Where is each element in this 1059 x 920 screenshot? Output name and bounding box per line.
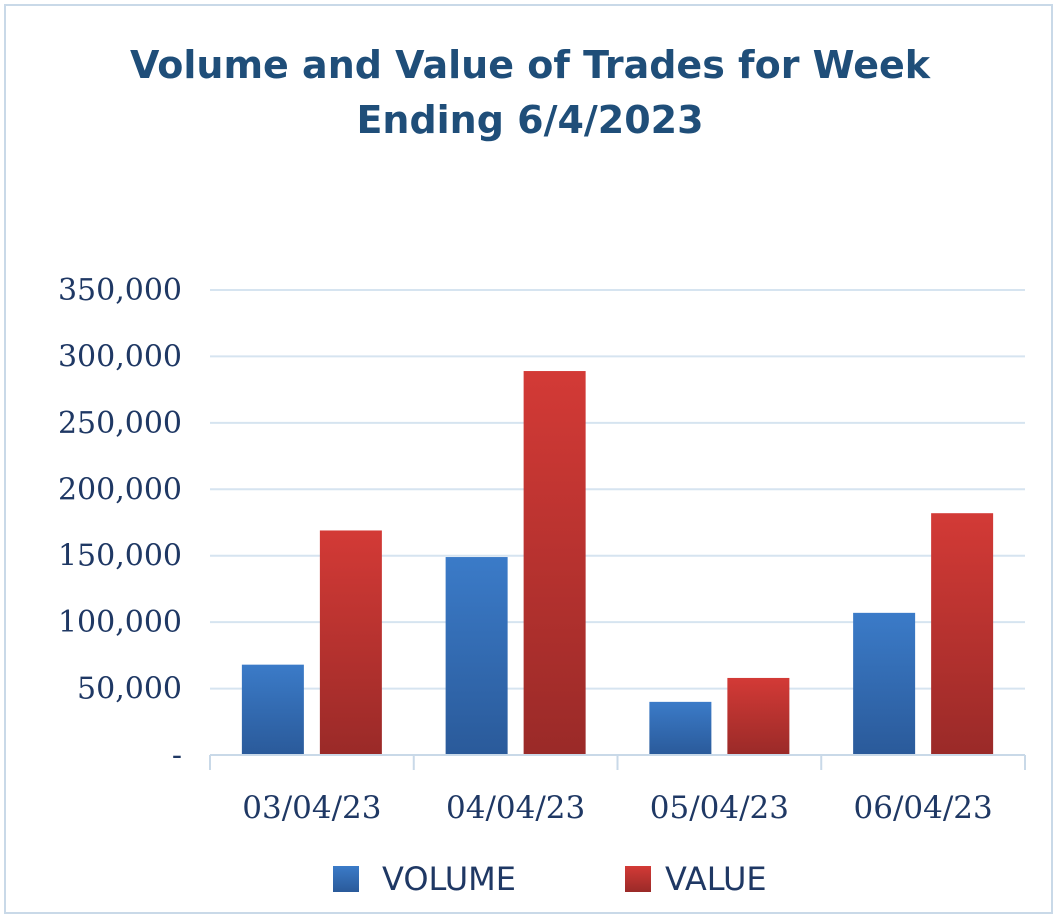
legend-swatch-volume xyxy=(333,866,359,892)
y-tick-label: 100,000 xyxy=(58,605,182,640)
chart-title-line-1: Volume and Value of Trades for Week xyxy=(130,43,931,87)
y-tick-label: 250,000 xyxy=(58,406,182,441)
legend-label-value: VALUE xyxy=(665,860,767,898)
x-category-label: 04/04/23 xyxy=(446,790,585,826)
bar-volume-4 xyxy=(853,612,916,755)
y-tick-label: 50,000 xyxy=(77,672,182,707)
y-tick-label: 150,000 xyxy=(58,539,182,574)
y-axis-ticks: - 50,000 100,000 150,000 200,000 250,000 300,0… xyxy=(58,273,182,773)
x-axis-labels: 03/04/23 04/04/23 05/04/23 06/04/23 xyxy=(242,790,992,826)
x-category-label: 06/04/23 xyxy=(854,790,993,826)
y-tick-label: 200,000 xyxy=(58,472,182,507)
chart-title-line-2: Ending 6/4/2023 xyxy=(356,98,703,142)
legend-label-volume: VOLUME xyxy=(382,860,516,898)
bar-volume-2 xyxy=(445,557,508,755)
bars xyxy=(241,371,994,755)
bar-volume-1 xyxy=(241,664,304,755)
x-axis xyxy=(209,754,1026,770)
y-tick-label: 300,000 xyxy=(58,339,182,374)
bar-value-4 xyxy=(931,513,994,755)
y-tick-label: - xyxy=(172,738,182,773)
legend: VOLUME VALUE xyxy=(333,860,767,898)
bar-value-3 xyxy=(727,677,790,755)
bar-value-1 xyxy=(319,530,382,755)
legend-swatch-value xyxy=(625,866,651,892)
x-category-label: 03/04/23 xyxy=(242,790,381,826)
bar-volume-3 xyxy=(649,701,712,755)
y-tick-label: 350,000 xyxy=(58,273,182,308)
x-category-label: 05/04/23 xyxy=(650,790,789,826)
bar-value-2 xyxy=(523,371,586,755)
